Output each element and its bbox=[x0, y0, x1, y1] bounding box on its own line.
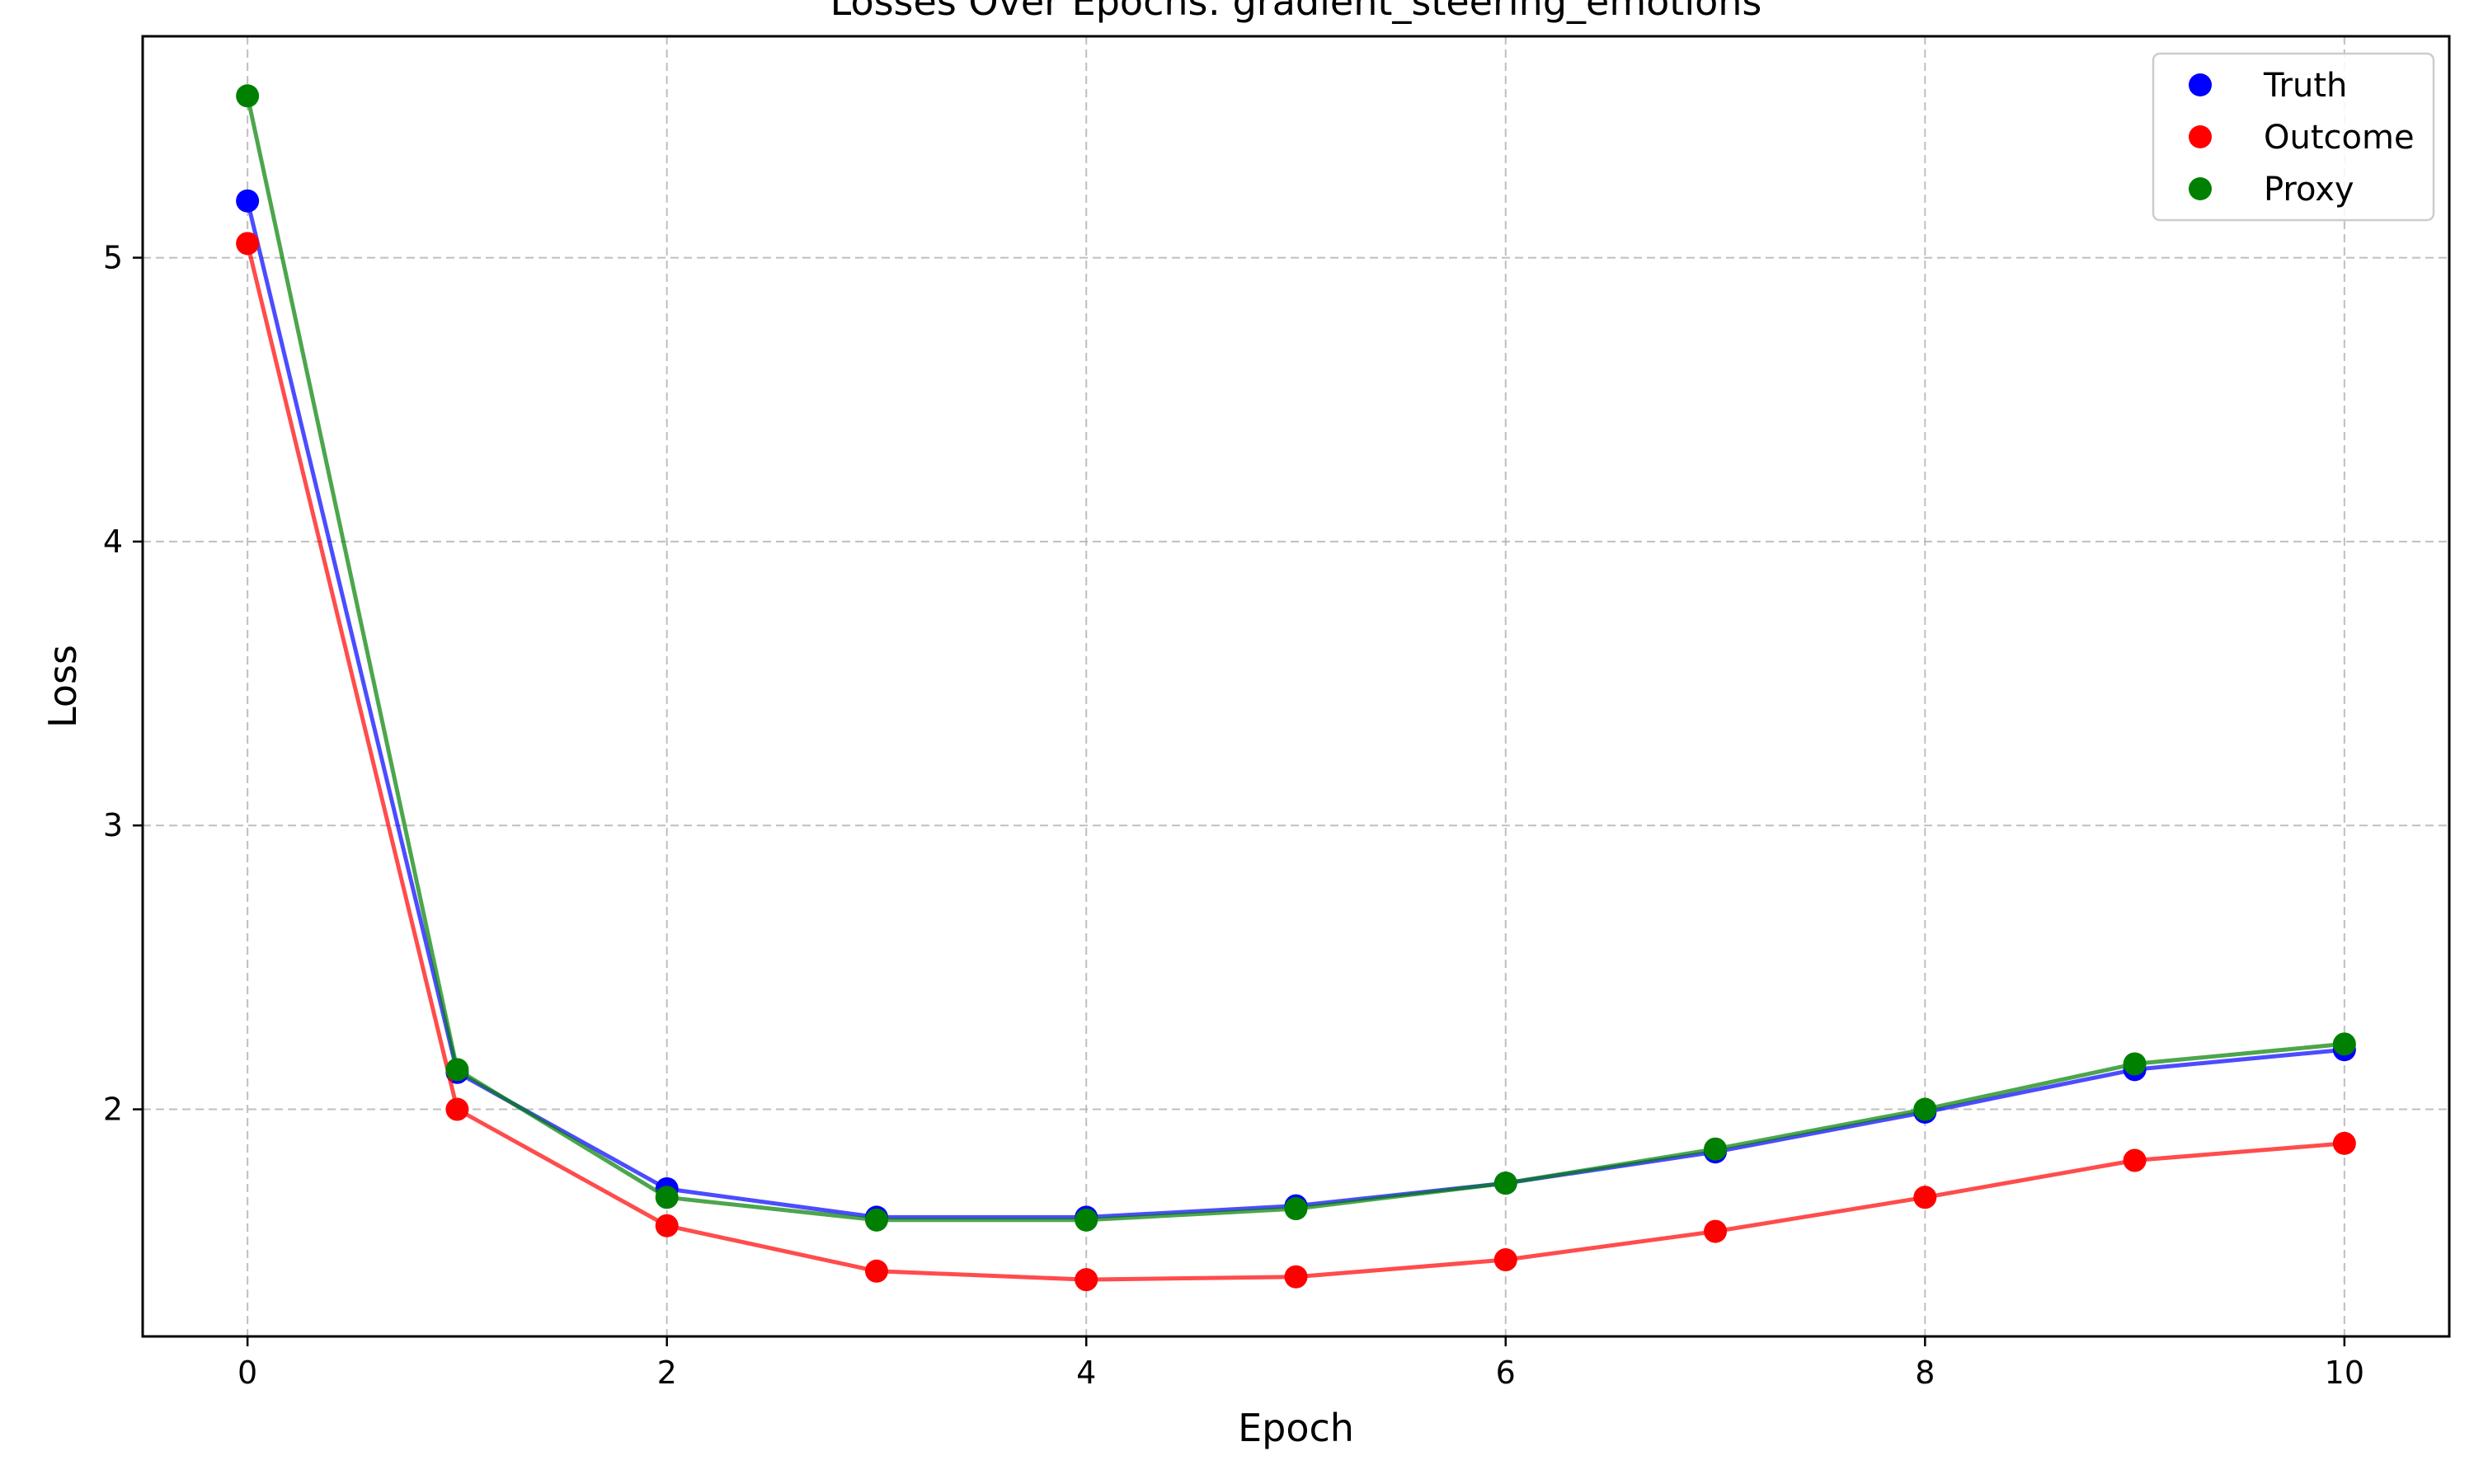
x-tick-label: 2 bbox=[657, 1355, 677, 1391]
legend-box bbox=[2152, 52, 2435, 222]
legend-label-outcome: Outcome bbox=[2264, 119, 2415, 157]
series-layer bbox=[236, 84, 2356, 1292]
data-point-proxy bbox=[1913, 1097, 1937, 1121]
data-point-outcome bbox=[1704, 1219, 1728, 1243]
data-point-outcome bbox=[864, 1259, 888, 1283]
data-point-proxy bbox=[2123, 1052, 2147, 1076]
data-point-outcome bbox=[1284, 1265, 1308, 1289]
data-point-proxy bbox=[236, 84, 260, 108]
data-point-outcome bbox=[655, 1214, 679, 1237]
y-tick-label: 5 bbox=[103, 240, 123, 276]
x-axis-title: Epoch bbox=[1238, 1406, 1354, 1450]
data-point-proxy bbox=[1075, 1208, 1098, 1232]
x-tick-label: 4 bbox=[1076, 1355, 1096, 1391]
data-point-proxy bbox=[1284, 1197, 1308, 1221]
x-tick-label: 0 bbox=[238, 1355, 257, 1391]
x-tick-label: 8 bbox=[1915, 1355, 1935, 1391]
data-point-outcome bbox=[2332, 1131, 2356, 1155]
y-tick-label: 3 bbox=[103, 807, 123, 843]
data-point-outcome bbox=[1913, 1186, 1937, 1209]
x-tick-label: 10 bbox=[2325, 1355, 2364, 1391]
legend-item-proxy: Proxy bbox=[2189, 171, 2354, 209]
data-point-proxy bbox=[445, 1058, 469, 1082]
data-point-outcome bbox=[2123, 1148, 2147, 1172]
ticks: 0 2 4 6 8 10 2 3 4 5 bbox=[103, 240, 2364, 1391]
legend-marker-truth bbox=[2189, 73, 2212, 96]
data-point-outcome bbox=[445, 1097, 469, 1121]
y-tick-label: 2 bbox=[103, 1092, 123, 1128]
data-point-outcome bbox=[1493, 1248, 1517, 1272]
legend: Truth Outcome Proxy bbox=[2152, 52, 2435, 222]
data-point-proxy bbox=[1704, 1137, 1728, 1161]
legend-marker-proxy bbox=[2189, 177, 2212, 200]
chart-title: Losses Over Epochs: gradient_steering_em… bbox=[830, 0, 1762, 24]
series-proxy bbox=[236, 84, 2356, 1232]
y-axis-title: Loss bbox=[40, 645, 85, 728]
data-point-proxy bbox=[864, 1208, 888, 1232]
legend-label-proxy: Proxy bbox=[2264, 171, 2354, 209]
legend-item-outcome: Outcome bbox=[2189, 119, 2415, 157]
data-point-truth bbox=[236, 189, 260, 213]
data-point-proxy bbox=[1493, 1172, 1517, 1195]
legend-label-truth: Truth bbox=[2263, 67, 2347, 105]
legend-item-truth: Truth bbox=[2189, 67, 2347, 105]
x-tick-label: 6 bbox=[1496, 1355, 1516, 1391]
y-tick-label: 4 bbox=[103, 524, 123, 560]
series-outcome bbox=[236, 232, 2356, 1292]
data-point-outcome bbox=[236, 232, 260, 256]
data-point-outcome bbox=[1075, 1268, 1098, 1292]
plot-frame bbox=[141, 35, 2451, 1338]
legend-marker-outcome bbox=[2189, 125, 2212, 148]
data-point-proxy bbox=[655, 1186, 679, 1209]
data-point-proxy bbox=[2332, 1032, 2356, 1056]
